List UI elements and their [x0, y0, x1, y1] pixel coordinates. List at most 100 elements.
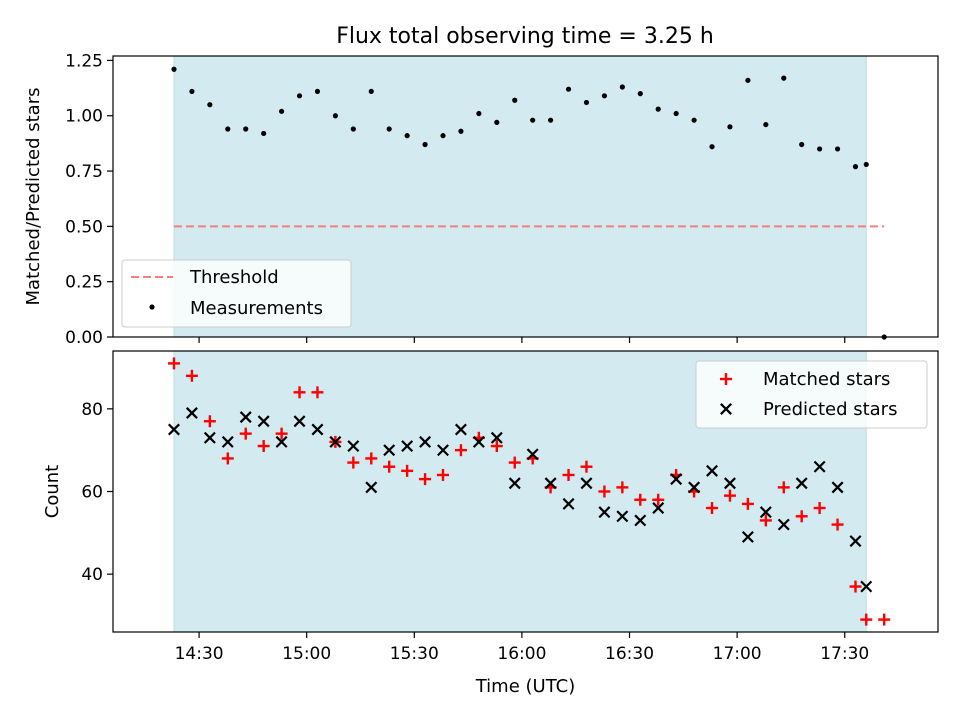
legend-matched-marker: [720, 373, 732, 385]
measurement-point: [727, 124, 733, 130]
bottom-y-tick-label: 60: [81, 483, 103, 503]
matched-star-point: [706, 502, 719, 515]
predicted-star-point-b: [221, 435, 234, 448]
measurement-point: [512, 97, 518, 103]
bottom-legend: Matched stars Predicted stars: [695, 360, 928, 429]
predicted-star-point-b: [437, 444, 449, 457]
measurement-point: [458, 128, 464, 134]
top-panel: 0.00 0.25 0.50 0.75 1.00 1.25 Matched/Predict…: [23, 51, 939, 348]
predicted-stars-points: [168, 407, 873, 593]
predicted-star-point-b: [598, 506, 611, 519]
legend-threshold-label: Threshold: [189, 267, 279, 288]
measurement-point: [189, 88, 195, 95]
matched-star-point: [777, 481, 790, 494]
measurement-point: [404, 133, 410, 139]
matched-star-point: [759, 514, 772, 527]
predicted-star-point: [490, 431, 503, 444]
measurement-point: [548, 117, 554, 123]
matched-star-point: [167, 357, 180, 370]
predicted-star-point-b: [634, 514, 647, 527]
legend-matched-swatch: [720, 373, 732, 385]
measurement-point: [709, 144, 715, 150]
matched-star-point: [203, 415, 216, 428]
predicted-star-point: [562, 497, 575, 510]
matched-star-point: [365, 452, 378, 465]
matched-star-point: [652, 493, 665, 506]
measurement-point: [852, 164, 859, 170]
measurement-point: [619, 84, 625, 90]
legend-predicted-swatch: [720, 403, 732, 415]
predicted-star-point: [688, 481, 701, 494]
matched-star-point: [401, 464, 414, 477]
top-y-axis-label: Matched/Predicted stars: [23, 88, 44, 306]
matched-star-point: [437, 468, 449, 481]
matched-star-point: [878, 613, 891, 626]
measurement-point: [207, 102, 213, 108]
top-legend: Threshold Measurements: [121, 259, 352, 328]
predicted-star-point: [347, 440, 360, 453]
measurement-point: [691, 117, 697, 123]
predicted-star-point-b: [860, 580, 873, 593]
legend-measurements-label: Measurements: [190, 298, 323, 319]
predicted-star-point-b: [203, 431, 216, 444]
matched-star-point: [508, 456, 521, 469]
legend-predicted-label: Predicted stars: [763, 399, 897, 420]
predicted-star-point-b: [293, 415, 306, 428]
predicted-star-point: [472, 435, 485, 448]
predicted-star-point: [185, 407, 198, 419]
predicted-star-point-b: [454, 423, 467, 436]
predicted-star-point: [508, 477, 521, 490]
predicted-star-point: [860, 580, 873, 593]
predicted-star-point: [723, 477, 736, 490]
predicted-star-point-b: [347, 440, 360, 453]
predicted-star-point: [257, 415, 270, 428]
predicted-star-point: [544, 477, 557, 490]
matched-star-point: [185, 369, 198, 382]
matched-stars-points: [167, 357, 891, 626]
predicted-star-point: [293, 415, 306, 428]
measurement-point: [530, 117, 536, 123]
matched-star-point: [221, 452, 234, 465]
matched-star-point: [257, 440, 270, 453]
measurement-point: [368, 88, 374, 95]
predicted-star-point: [454, 423, 467, 436]
predicted-star-point: [203, 431, 216, 444]
predicted-star-point: [526, 448, 539, 461]
measurement-point: [565, 86, 572, 92]
predicted-star-point-b: [759, 506, 772, 519]
predicted-star-point-b: [508, 477, 521, 490]
predicted-star-point: [329, 435, 342, 448]
matched-star-point: [419, 473, 432, 486]
predicted-star-point-b: [616, 510, 629, 523]
predicted-star-point-b: [741, 530, 754, 543]
top-axes-frame: [112, 55, 939, 338]
predicted-star-point-b: [329, 435, 342, 448]
bottom-y-ticks: 40 60 80: [81, 400, 113, 585]
predicted-star-point-b: [831, 481, 844, 494]
predicted-star-point: [741, 530, 754, 543]
measurement-point: [673, 110, 679, 117]
predicted-star-point: [849, 535, 862, 548]
measurement-point: [863, 161, 869, 168]
x-tick-label: 15:00: [282, 644, 331, 664]
matched-star-point: [275, 427, 288, 440]
matched-star-point: [598, 485, 611, 498]
matched-star-point: [454, 444, 467, 457]
matched-star-point: [795, 510, 808, 523]
predicted-star-point-b: [490, 431, 503, 444]
measurement-point: [225, 126, 231, 132]
predicted-star-point-b: [849, 535, 862, 548]
predicted-star-point: [634, 514, 647, 527]
predicted-star-point: [419, 435, 432, 448]
matched-star-point: [383, 460, 396, 473]
measurement-point: [834, 146, 841, 152]
chart-title: Flux total observing time = 3.25 h: [336, 24, 714, 49]
legend-predicted-marker-b: [720, 403, 732, 415]
legend-predicted-marker: [720, 403, 732, 415]
predicted-star-point-b: [526, 448, 539, 461]
measurement-point: [296, 93, 303, 99]
predicted-star-point-b: [168, 423, 180, 436]
bottom-x-ticks: 14:30 15:00 15:30 16:00 16:30 17:00 17:30: [175, 632, 869, 664]
